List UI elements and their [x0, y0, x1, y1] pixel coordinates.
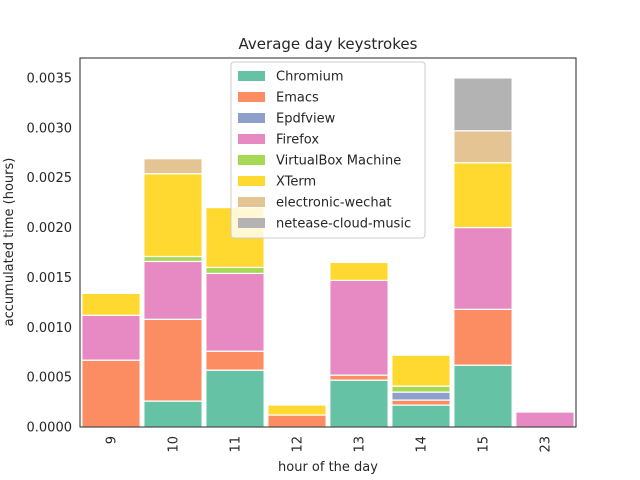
- bar-segment-15-6: [453, 130, 513, 164]
- y-tick-label: 0.0020: [27, 221, 73, 236]
- legend-label: VirtualBox Machine: [276, 154, 401, 169]
- y-tick-label: 0.0030: [27, 121, 73, 136]
- legend-swatch: [238, 113, 265, 123]
- y-axis: 0.0000 0.0005 0.0010 0.0015 0.0020 0.0025 0.00…: [27, 71, 73, 435]
- bar-segment-10-0: [143, 400, 203, 428]
- bar-segment-13-5: [329, 261, 389, 281]
- y-tick-label: 0.0010: [27, 321, 73, 336]
- legend-label: Firefox: [276, 133, 319, 148]
- bar-segment-10-5: [143, 173, 203, 258]
- plot-frame: [79, 57, 577, 428]
- chart-title: Average day keystrokes: [239, 35, 418, 53]
- bar-segment-15-3: [453, 226, 513, 310]
- bar-segment-10-6: [143, 158, 203, 175]
- legend-label: electronic-wechat: [276, 196, 392, 211]
- x-tick-label: 13: [353, 436, 368, 453]
- x-tick-label: 12: [291, 436, 306, 453]
- x-tick-label: 9: [105, 436, 120, 444]
- bar-segment-14-0: [391, 404, 451, 428]
- legend-swatch: [238, 197, 265, 207]
- x-axis-label: hour of the day: [278, 460, 378, 475]
- bar-segment-15-5: [453, 162, 513, 229]
- bar-segment-11-1: [205, 350, 265, 371]
- y-tick-label: 0.0015: [27, 271, 73, 286]
- bar-segment-12-5: [267, 404, 327, 416]
- bar-segment-10-4: [143, 255, 203, 263]
- bar-segment-13-0: [329, 379, 389, 428]
- bar-segment-15-0: [453, 364, 513, 428]
- bar-segment-15-1: [453, 308, 513, 366]
- x-tick-label: 14: [415, 436, 430, 453]
- legend: Chromium Emacs Epdfview Firefox VirtualBox M…: [230, 61, 426, 239]
- bar-segment-11-0: [205, 369, 265, 428]
- legend-label: Chromium: [276, 70, 344, 85]
- bar-segment-14-2: [391, 391, 451, 401]
- bar-segment-9-5: [81, 292, 141, 316]
- bar-segment-10-3: [143, 260, 203, 320]
- legend-swatch: [238, 218, 265, 228]
- legend-swatch: [238, 134, 265, 144]
- x-axis: 9 10 11 12 13 14 15 23: [105, 436, 554, 453]
- x-tick-label: 11: [229, 436, 244, 453]
- bar-segment-13-1: [329, 374, 389, 381]
- legend-swatch: [238, 92, 265, 102]
- y-tick-label: 0.0000: [27, 421, 73, 436]
- bar-segment-10-1: [143, 318, 203, 402]
- bar-segment-12-1: [267, 414, 327, 428]
- legend-swatch: [238, 155, 265, 165]
- legend-label: XTerm: [276, 175, 316, 190]
- bar-segment-13-3: [329, 279, 389, 376]
- bar-segment-9-3: [81, 314, 141, 361]
- bar-segment-14-1: [391, 399, 451, 406]
- bar-segment-23-3: [515, 411, 575, 428]
- y-tick-label: 0.0035: [27, 71, 73, 86]
- x-tick-label: 15: [477, 436, 492, 453]
- y-axis-label: accumulated time (hours): [2, 158, 17, 327]
- bar-segment-14-4: [391, 385, 451, 393]
- legend-swatch: [238, 71, 265, 81]
- bar-segment-11-4: [205, 266, 265, 275]
- x-tick-label: 10: [167, 436, 182, 453]
- x-tick-label: 23: [539, 436, 554, 453]
- bar-segment-14-5: [391, 354, 451, 387]
- bar-segment-11-3: [205, 272, 265, 352]
- legend-label: netease-cloud-music: [276, 217, 411, 232]
- y-tick-label: 0.0005: [27, 371, 73, 386]
- bar-segment-15-7: [453, 77, 513, 132]
- y-tick-label: 0.0025: [27, 171, 73, 186]
- legend-swatch: [238, 176, 265, 186]
- bars-layer: [81, 77, 575, 428]
- bar-segment-9-1: [81, 359, 141, 428]
- legend-label: Epdfview: [276, 112, 336, 127]
- legend-label: Emacs: [276, 91, 319, 106]
- legend-frame: [230, 61, 426, 239]
